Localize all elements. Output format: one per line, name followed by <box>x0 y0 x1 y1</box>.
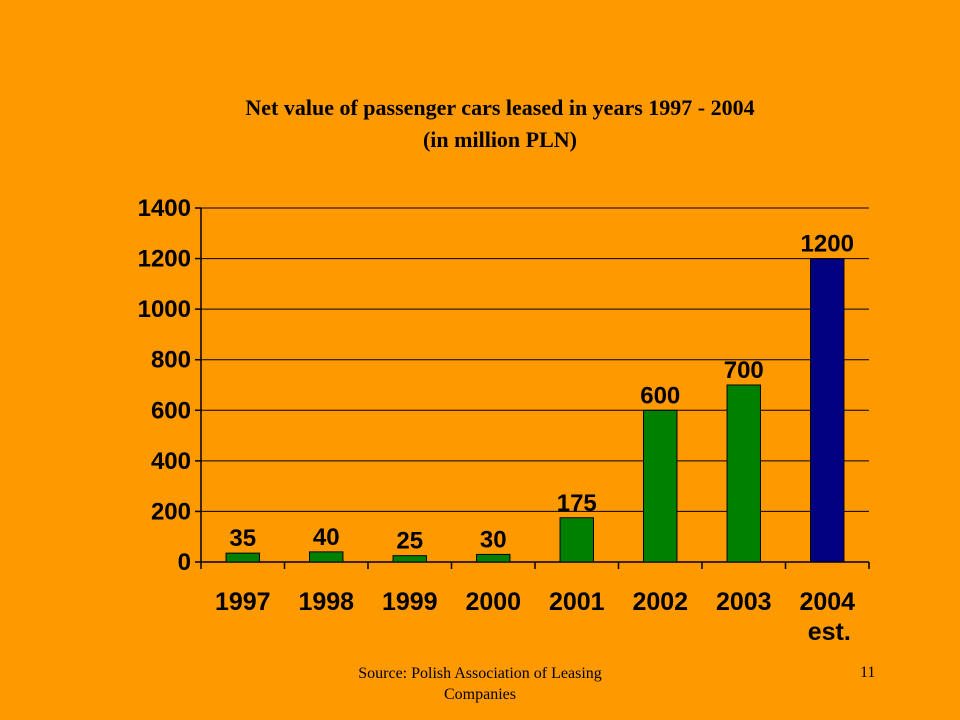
x-category-label: 2000 <box>465 588 521 616</box>
x-category-label: 1999 <box>382 588 438 616</box>
bar <box>643 409 678 563</box>
x-category-label: 2003 <box>716 588 772 616</box>
data-label: 175 <box>557 490 597 517</box>
y-tick-label: 600 <box>151 397 191 424</box>
bar <box>559 517 594 563</box>
y-tick-label: 1000 <box>138 296 191 323</box>
bar-estimate <box>810 258 845 563</box>
x-category-label: 2002 <box>632 588 688 616</box>
y-tick-label: 800 <box>151 347 191 374</box>
source-note: Source: Polish Association of Leasing Co… <box>358 665 602 703</box>
chart-title-line2: (in million PLN) <box>422 127 577 152</box>
bar <box>726 384 761 563</box>
chart-title: Net value of passenger cars leased in ye… <box>0 92 960 156</box>
data-label: 600 <box>640 382 680 409</box>
y-tick-label: 1200 <box>138 246 191 273</box>
y-tick-label: 400 <box>151 448 191 475</box>
data-label: 1200 <box>801 231 854 258</box>
data-label: 30 <box>480 526 507 553</box>
y-tick-label: 200 <box>151 498 191 525</box>
bar <box>392 555 427 563</box>
data-label: 25 <box>396 528 423 555</box>
bar <box>309 551 344 563</box>
y-tick-label: 1400 <box>138 195 191 222</box>
bar <box>476 553 511 563</box>
x-category-label: 1998 <box>298 588 354 616</box>
x-category-label: 1997 <box>215 588 271 616</box>
chart-title-line1: Net value of passenger cars leased in ye… <box>245 95 755 120</box>
x-category-sublabel: est. <box>808 618 851 646</box>
data-label: 40 <box>313 524 340 551</box>
bar <box>225 552 260 563</box>
data-label: 700 <box>724 357 764 384</box>
x-category-label: 2001 <box>549 588 605 616</box>
y-tick-label: 0 <box>178 549 191 576</box>
data-label: 35 <box>229 525 256 552</box>
slide-number: 11 <box>860 664 876 681</box>
x-category-label: 2004 <box>799 588 855 616</box>
